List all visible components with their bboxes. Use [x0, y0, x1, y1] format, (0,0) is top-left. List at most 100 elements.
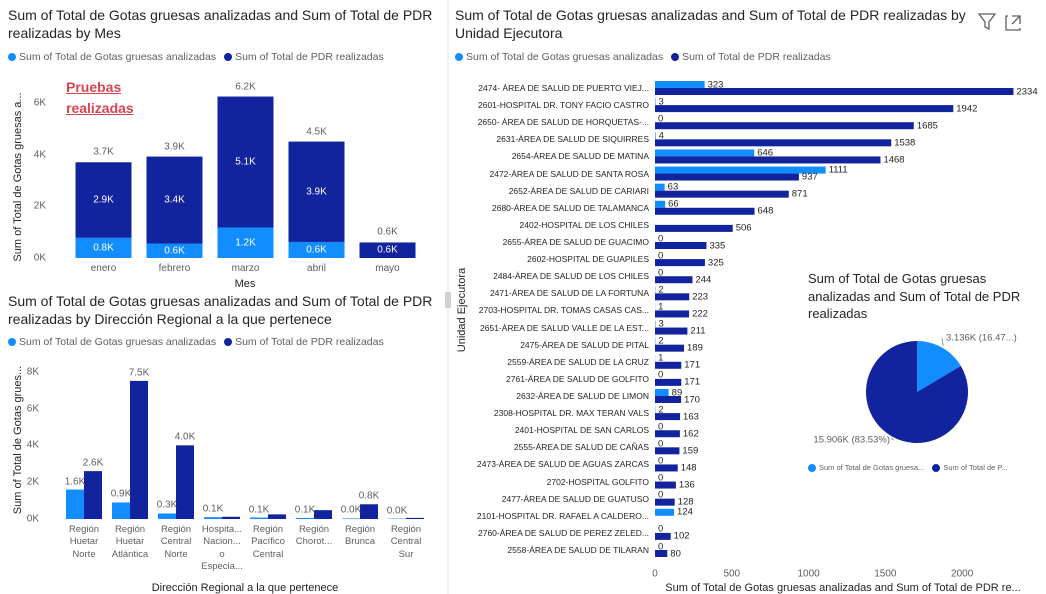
x-tick-label: 2000	[951, 568, 974, 580]
legend-marker	[932, 463, 941, 472]
focus-mode-icon[interactable]	[1005, 15, 1021, 31]
bar-segment	[288, 141, 345, 242]
bar	[655, 259, 705, 267]
legend-label: Sum of Total de P...	[943, 463, 1008, 472]
x-tick-label: 500	[723, 568, 741, 580]
data-label: 2	[658, 404, 664, 416]
bar	[176, 445, 194, 519]
data-label: 102	[673, 530, 690, 542]
data-label: 4	[658, 130, 664, 142]
y-tick-label: 2475-ÁREA DE SALUD DE PITAL	[520, 339, 649, 350]
y-tick-label: 2484-ÁREA DE SALUD DE LOS CHILES	[493, 271, 649, 282]
data-label: 0.8K	[358, 490, 380, 502]
y-tick-label: 2652-ÁREA DE SALUD DE CARIARI	[508, 185, 649, 196]
x-tick-label: abril	[307, 263, 326, 274]
data-label: 1468	[883, 154, 905, 166]
legend-label: Sum of Total de Gotas gruesas analizadas	[19, 51, 217, 63]
x-tick-label: enero	[90, 263, 117, 274]
y-tick-label: 6K	[33, 97, 46, 109]
data-label: 1942	[956, 103, 978, 115]
legend-label: Sum of Total de PDR realizadas	[235, 336, 384, 348]
data-label: 0.9K	[110, 488, 132, 500]
y-tick-label: 2654-ÁREA DE SALUD DE MATINA	[511, 151, 649, 162]
bar	[655, 242, 707, 249]
y-tick-label: 2401-HOSPITAL DE SAN CARLOS	[514, 425, 649, 436]
y-tick-label: 2760-ÁREA DE SALUD DE PEREZ ZELED...	[477, 527, 649, 538]
legend-item[interactable]: Sum of Total de Gotas gruesa...	[808, 463, 924, 472]
data-label: 3.4K	[164, 194, 185, 206]
legend-item[interactable]: Sum of Total de PDR realizadas	[671, 51, 831, 63]
y-tick-label: 2473-ÁREA DE SALUD DE AGUAS ZARCAS	[477, 459, 649, 470]
legend-item[interactable]: Sum of Total de Gotas gruesas analizadas	[8, 51, 216, 63]
legend-label: Sum of Total de PDR realizadas	[682, 51, 831, 63]
data-label: 0	[658, 250, 664, 262]
bar	[314, 510, 332, 519]
data-label: 171	[684, 376, 701, 388]
x-tick-label: febrero	[158, 263, 191, 274]
x-axis-title: Dirección Regional a la que pertenece	[151, 582, 339, 594]
data-label: 1111	[828, 164, 848, 176]
data-label: 323	[707, 79, 724, 90]
y-tick-label: 2477-ÁREA DE SALUD DE GUATUSO	[501, 493, 649, 504]
legend-item[interactable]: Sum of Total de PDR realizadas	[224, 51, 384, 63]
bar-segment	[75, 237, 132, 258]
data-label: 0	[658, 489, 664, 501]
bar-segment	[217, 227, 274, 258]
bar	[84, 471, 102, 519]
y-tick-label: 2602-HOSPITAL DE GUAPILES	[527, 254, 649, 265]
bar	[66, 489, 84, 519]
legend-item[interactable]: Sum of Total de Gotas gruesas analizadas	[455, 51, 663, 63]
y-tick-label: 2703-HOSPITAL DR. TOMAS CASAS CAS...	[478, 305, 649, 316]
data-label: 0	[658, 421, 664, 433]
bar	[655, 413, 681, 421]
legend-label: Sum of Total de Gotas gruesas analizadas	[19, 336, 217, 348]
bar	[655, 207, 755, 215]
y-tick-label: 2631-ÁREA DE SALUD DE SIQUIRRES	[496, 134, 649, 145]
y-tick-label: 2472-ÁREA DE SALUD DE SANTA ROSA	[489, 168, 649, 179]
y-tick-label: 0K	[26, 513, 39, 525]
bar	[655, 166, 826, 174]
bar	[655, 173, 799, 181]
bar	[342, 518, 360, 519]
legend: Sum of Total de Gotas gruesa... Sum of To…	[808, 463, 1008, 472]
bar	[655, 447, 680, 455]
data-label: 0.1K	[248, 504, 270, 516]
data-label: 0	[658, 233, 664, 244]
x-tick-label: Región Brunca	[344, 524, 376, 548]
data-label: 871	[791, 188, 808, 200]
legend-item[interactable]: Sum of Total de P...	[932, 463, 1008, 472]
filter-icon[interactable]	[977, 13, 997, 31]
data-label: 0	[658, 541, 664, 552]
legend-marker	[8, 338, 16, 346]
bar-segment	[217, 96, 274, 228]
y-tick-label: 2761-ÁREA DE SALUD DE GOLFITO	[506, 373, 649, 384]
y-tick-label: 2632-ÁREA DE SALUD DE LIMON	[516, 391, 649, 401]
data-label: 3	[658, 318, 664, 330]
y-tick-label: 2651-ÁREA DE SALUD VALLE DE LA EST...	[480, 322, 649, 333]
bar-segment	[75, 162, 132, 238]
data-label: 223	[692, 291, 709, 303]
resize-grip[interactable]	[445, 292, 451, 308]
legend-marker	[224, 338, 233, 346]
leader-line	[890, 437, 895, 441]
bar	[360, 504, 378, 519]
data-label: 0.6K	[164, 245, 185, 257]
x-tick-label: Región Huetar Norte	[68, 524, 100, 560]
legend-marker	[671, 53, 680, 61]
y-tick-label: 2655-ÁREA DE SALUD DE GUACIMO	[502, 237, 649, 247]
data-label: 0.1K	[202, 503, 224, 515]
bar	[655, 132, 656, 140]
legend-marker	[455, 53, 463, 61]
legend-item[interactable]: Sum of Total de PDR realizadas	[224, 336, 384, 348]
bar	[655, 389, 669, 396]
total-label: 3.9K	[164, 141, 185, 153]
legend-item[interactable]: Sum of Total de Gotas gruesas analizadas	[8, 336, 216, 348]
bar-segment	[146, 156, 203, 244]
data-label: 159	[682, 445, 699, 457]
data-label: 15.906K (83.53%)	[813, 434, 890, 446]
bar	[655, 430, 680, 438]
data-label: 0	[658, 267, 664, 279]
y-tick-label: 2680-ÁREA DE SALUD DE TALAMANCA	[492, 202, 649, 213]
